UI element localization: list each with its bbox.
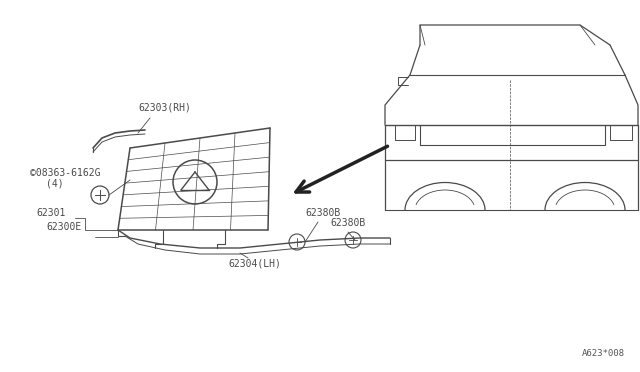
Text: (4): (4) [46, 178, 63, 188]
Text: 62304(LH): 62304(LH) [228, 258, 281, 268]
Text: 62303(RH): 62303(RH) [138, 102, 191, 112]
Text: ©08363-6162G: ©08363-6162G [30, 168, 100, 178]
Text: 62301: 62301 [36, 208, 65, 218]
Text: 62380B: 62380B [305, 208, 340, 218]
Text: A623*008: A623*008 [582, 349, 625, 358]
Text: 62300E: 62300E [46, 222, 81, 232]
Text: 62380B: 62380B [330, 218, 365, 228]
